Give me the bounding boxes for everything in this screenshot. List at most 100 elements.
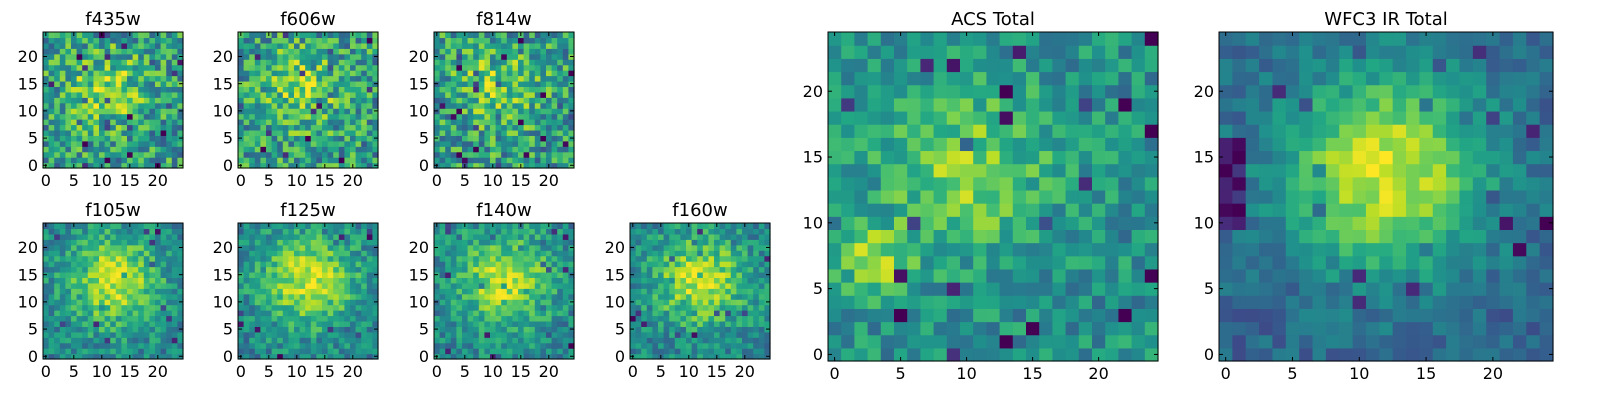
heatmap-cell [238,70,245,77]
heatmap-cell [48,135,55,142]
heatmap-cell [160,162,167,169]
heatmap-cell [277,32,284,39]
heatmap-cell [736,255,743,262]
heatmap-cell [54,255,61,262]
heatmap-cell [266,293,273,300]
heatmap-cell [243,113,250,120]
heatmap-cell [59,293,66,300]
heatmap-cell [48,326,55,333]
heatmap-cell [121,282,128,289]
heatmap-cell [450,97,457,104]
heatmap-cell [450,250,457,257]
heatmap-cell [702,250,709,257]
heatmap-cell [99,102,106,109]
heatmap-cell [702,326,709,333]
heatmap-cell [305,261,312,268]
heatmap-cell [87,102,94,109]
heatmap-cell [254,32,261,39]
heatmap-cell [495,146,502,153]
heatmap-cell [115,266,122,273]
heatmap-cell [104,59,111,66]
heatmap-cell [87,64,94,71]
heatmap-cell [282,228,289,235]
heatmap-cell [171,271,178,278]
heatmap-cell [155,261,162,268]
heatmap-cell [758,299,765,306]
heatmap-cell [322,75,329,82]
heatmap-cell [518,239,525,246]
heatmap-cell [99,146,106,153]
heatmap-cell [568,146,575,153]
heatmap-cell [445,353,452,360]
x-tick-label: 15 [120,362,140,381]
heatmap-cell [344,53,351,60]
heatmap-cell [71,59,78,66]
heatmap-cell [305,32,312,39]
heatmap-cell [310,331,317,338]
heatmap-cell [143,342,150,349]
heatmap-cell [669,239,676,246]
heatmap-cell [663,223,670,230]
heatmap-cell [316,151,323,158]
heatmap-cell [999,321,1014,336]
heatmap-cell [361,326,368,333]
heatmap-cell [920,229,935,244]
heatmap-cell [138,64,145,71]
heatmap-cell [327,97,334,104]
heatmap-cell [155,135,162,142]
heatmap-cell [138,140,145,147]
heatmap-cell [350,80,357,87]
heatmap-cell [540,337,547,344]
heatmap-cell [249,320,256,327]
heatmap-cell [467,42,474,49]
heatmap-cell [121,162,128,169]
heatmap-cell [271,140,278,147]
heatmap-cell [254,80,261,87]
heatmap-cell [1012,295,1027,309]
heatmap-cell [76,37,83,44]
heatmap-cell [171,228,178,235]
heatmap-cell [299,271,306,278]
heatmap-cell [104,119,111,126]
heatmap-cell [512,342,519,349]
heatmap-cell [143,48,150,55]
heatmap-cell [121,255,128,262]
heatmap-cell [758,255,765,262]
heatmap-cell [160,320,167,327]
heatmap-cell [747,342,754,349]
heatmap-cell [867,268,882,283]
heatmap-cell [512,266,519,273]
heatmap-cell [350,53,357,60]
heatmap-cell [171,244,178,251]
heatmap-cell [350,342,357,349]
heatmap-cell [551,261,558,268]
heatmap-cell [880,203,895,217]
heatmap-cell [540,102,547,109]
heatmap-cell [669,342,676,349]
heatmap-cell [254,37,261,44]
heatmap-cell [484,310,491,317]
heatmap-cell [166,157,173,164]
heatmap-cell [266,271,273,278]
heatmap-cell [327,53,334,60]
heatmap-cell [177,157,184,164]
heatmap-cell [518,64,525,71]
heatmap-cell [277,277,284,284]
heatmap-cell [254,135,261,142]
heatmap-cell [506,326,513,333]
heatmap-cell [635,233,642,240]
heatmap-cell [562,244,569,251]
heatmap-cell [894,229,908,244]
heatmap-cell [1131,163,1146,178]
heatmap-cell [87,53,94,60]
heatmap-cell [322,315,329,322]
heatmap-cell [518,348,525,355]
heatmap-cell [93,86,100,93]
heatmap-cell [71,228,78,235]
heatmap-cell [277,151,284,158]
heatmap-cell [630,320,637,327]
heatmap-cell [534,53,541,60]
heatmap-cell [518,233,525,240]
heatmap-cell [132,261,139,268]
heatmap-cell [277,282,284,289]
